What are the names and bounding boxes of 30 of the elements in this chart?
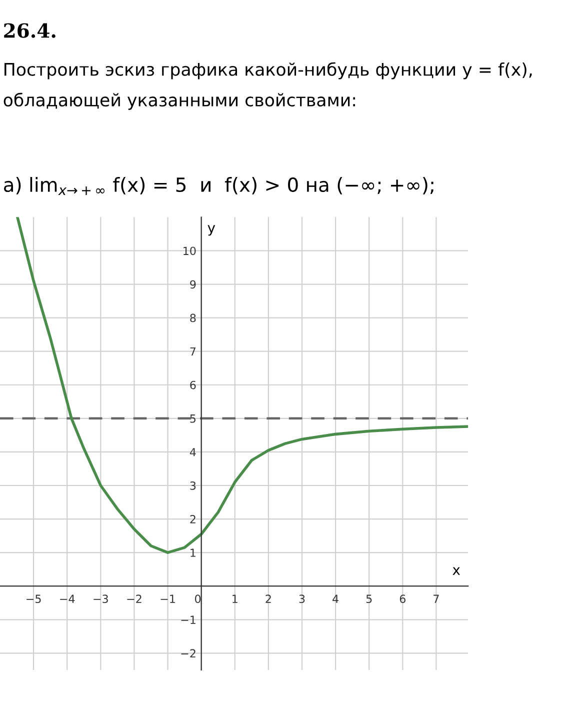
y-tick-label: 5 [190, 414, 196, 423]
x-tick-label: −5 [26, 594, 41, 604]
x-tick-label: 7 [434, 594, 439, 603]
y-tick-label: 4 [190, 448, 196, 456]
y-tick-label: 8 [190, 314, 196, 322]
x-tick-label: −2 [127, 594, 142, 603]
x-tick-label: −3 [94, 594, 108, 604]
y-tick-label: 10 [184, 246, 196, 256]
y-tick-label: 3 [190, 481, 196, 490]
x-tick-label: 5 [366, 594, 372, 604]
x-tick-label: −1 [160, 594, 175, 603]
x-tick-label: −4 [60, 594, 75, 603]
y-tick-label: −1 [181, 616, 196, 624]
chart-title: 26.4. [4, 23, 56, 38]
x-tick-label: 2 [266, 594, 271, 603]
chart-subtitle: Построить эскиз графика какой-нибудь функции y = f(x), обладающей указанными свойствами: [4, 62, 532, 110]
y-tick-label: 6 [190, 380, 196, 390]
y-tick-label: −2 [181, 649, 196, 658]
y-tick-label: 2 [190, 515, 196, 524]
y-tick-label: 1 [190, 548, 196, 557]
x-tick-label: 1 [232, 594, 238, 603]
x-tick-label: 6 [400, 594, 406, 604]
x-tick-label: 3 [299, 594, 305, 604]
y-tick-label: 7 [190, 347, 196, 356]
y-axis-title: y [208, 225, 216, 236]
y-tick-label: 9 [190, 280, 196, 289]
x-tick-label: 4 [332, 594, 338, 603]
text: а) lim$_{x→+∞}$ f(x) = 5 и f(x) > 0 на (−∞; +∞); [4, 177, 434, 195]
x-axis-title: x [452, 567, 460, 575]
x-tick-label: 0 [194, 594, 201, 604]
